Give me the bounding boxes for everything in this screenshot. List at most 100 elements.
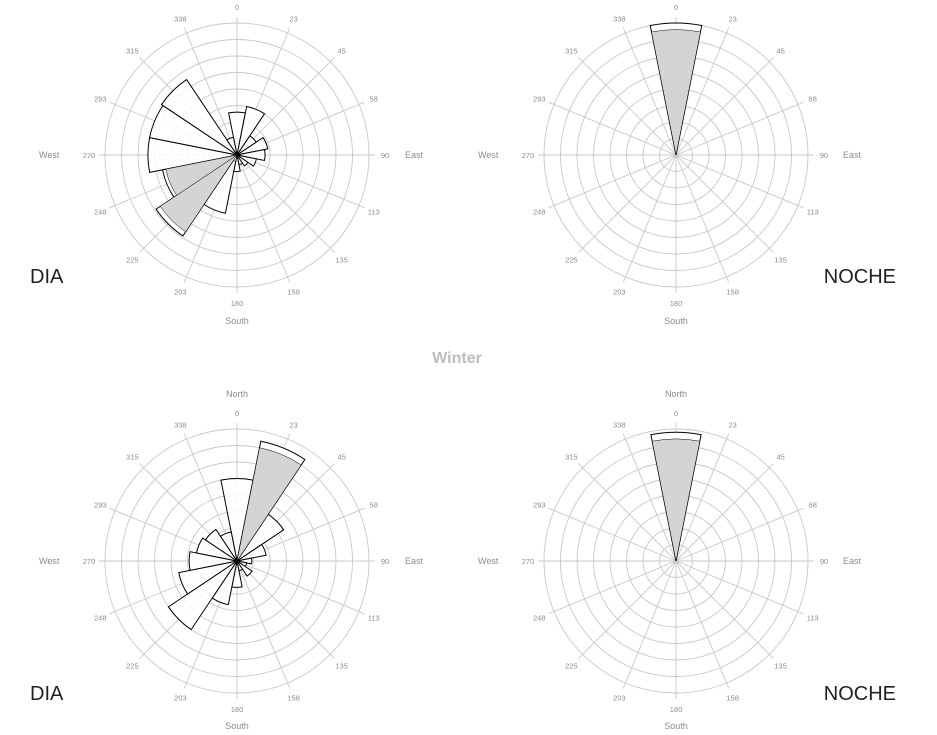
angle-tick-label: 90 [381, 557, 389, 566]
angle-tick-label: 203 [613, 694, 626, 703]
grid-spoke [675, 560, 804, 615]
grid-spoke [236, 560, 365, 615]
grid-spoke [622, 560, 677, 689]
frequency-petal [178, 560, 238, 595]
angle-tick-label: 45 [337, 46, 345, 55]
wind-rose-panel-1: 0 23 45 58 90 113 135 158 180 203 225 248 270 293 315 3… [30, 3, 424, 326]
highlight-petal [651, 438, 701, 562]
east-label: East [405, 150, 424, 160]
angle-tick-label: 338 [613, 420, 626, 429]
frequency-petal [236, 154, 249, 167]
angle-tick-label: 0 [235, 3, 239, 12]
angle-tick-label: 23 [728, 14, 736, 23]
grid-spoke [548, 154, 677, 209]
angle-tick-label: 158 [287, 288, 300, 297]
angle-tick-label: 338 [613, 14, 626, 23]
grid-spoke [622, 154, 677, 283]
grid-spoke [675, 154, 730, 283]
angle-tick-label: 203 [613, 288, 626, 297]
grid-spoke [578, 154, 677, 253]
angle-tick-label: 113 [807, 208, 819, 217]
angle-tick-label: 23 [728, 420, 736, 429]
frequency-petal [188, 551, 238, 571]
angle-tick-label: 315 [126, 46, 139, 55]
panel-label: NOCHE [824, 266, 896, 288]
angle-tick-label: 315 [126, 452, 139, 461]
wind-rose-panel-3: 0 23 45 58 90 113 135 158 180 203 225 248 270 293 315 3… [30, 389, 424, 731]
frequency-petal [236, 136, 269, 156]
angle-tick-label: 270 [522, 151, 535, 160]
south-label: South [664, 316, 688, 326]
grid-spoke [675, 463, 774, 562]
angle-tick-label: 225 [126, 662, 139, 671]
north-label: North [665, 389, 687, 399]
angle-tick-label: 270 [83, 557, 96, 566]
frequency-petal [236, 560, 253, 577]
west-label: West [478, 150, 499, 160]
east-label: East [843, 556, 862, 566]
frequency-petal [236, 105, 266, 156]
grid-spoke [622, 27, 677, 156]
angle-tick-label: 180 [231, 705, 244, 714]
grid-spoke [675, 57, 774, 156]
frequency-petal [160, 78, 238, 156]
angle-tick-label: 270 [83, 151, 96, 160]
south-label: South [225, 721, 249, 731]
angle-tick-label: 338 [174, 14, 187, 23]
angle-tick-label: 90 [381, 151, 389, 160]
angle-tick-label: 23 [289, 420, 297, 429]
grid-spoke [236, 154, 365, 209]
grid-spoke [675, 560, 774, 659]
west-label: West [39, 556, 60, 566]
angle-tick-label: 180 [670, 299, 683, 308]
highlight-petal [159, 154, 238, 233]
angle-tick-label: 180 [670, 705, 683, 714]
angle-tick-label: 158 [726, 694, 739, 703]
frequency-petal [226, 136, 238, 156]
angle-tick-label: 135 [774, 662, 787, 671]
wind-rose-panel-2: 0 23 45 68 90 113 135 158 180 203 225 248 270 293 315 3… [478, 3, 896, 326]
east-label: East [843, 150, 862, 160]
frequency-petal [204, 528, 238, 562]
frequency-petal [219, 531, 238, 562]
panel-label: DIA [30, 266, 64, 288]
angle-tick-label: 248 [94, 208, 107, 217]
angle-tick-label: 248 [533, 614, 546, 623]
angle-tick-label: 225 [126, 256, 139, 265]
west-label: West [39, 150, 60, 160]
angle-tick-label: 113 [368, 208, 380, 217]
angle-tick-label: 135 [335, 256, 348, 265]
grid-spoke [548, 560, 677, 615]
season-title: Winter [432, 350, 482, 367]
angle-tick-label: 203 [174, 694, 187, 703]
angle-tick-label: 293 [533, 500, 546, 509]
grid-spoke [236, 560, 335, 659]
angle-tick-label: 158 [287, 694, 300, 703]
panel-label: NOCHE [824, 683, 896, 705]
highlight-petal [651, 29, 701, 156]
angle-tick-label: 90 [820, 557, 828, 566]
grid-spoke [578, 57, 677, 156]
frequency-petal [236, 543, 267, 562]
angle-tick-label: 338 [174, 420, 187, 429]
angle-tick-label: 293 [94, 94, 107, 103]
panel-label: DIA [30, 683, 64, 705]
frequency-petal [236, 557, 253, 565]
grid-spoke [675, 433, 730, 562]
angle-tick-label: 293 [533, 94, 546, 103]
west-label: West [478, 556, 499, 566]
south-label: South [225, 316, 249, 326]
angle-tick-label: 248 [94, 614, 107, 623]
grid-spoke [236, 154, 335, 253]
angle-tick-label: 0 [674, 409, 678, 418]
frequency-petal [195, 537, 238, 562]
angle-tick-label: 293 [94, 500, 107, 509]
angle-tick-label: 58 [370, 500, 378, 509]
angle-tick-label: 0 [674, 3, 678, 12]
grid-spoke [675, 101, 804, 156]
angle-tick-label: 23 [289, 14, 297, 23]
angle-tick-label: 315 [565, 452, 578, 461]
angle-tick-label: 180 [231, 299, 244, 308]
angle-tick-label: 135 [774, 256, 787, 265]
angle-tick-label: 45 [776, 46, 784, 55]
